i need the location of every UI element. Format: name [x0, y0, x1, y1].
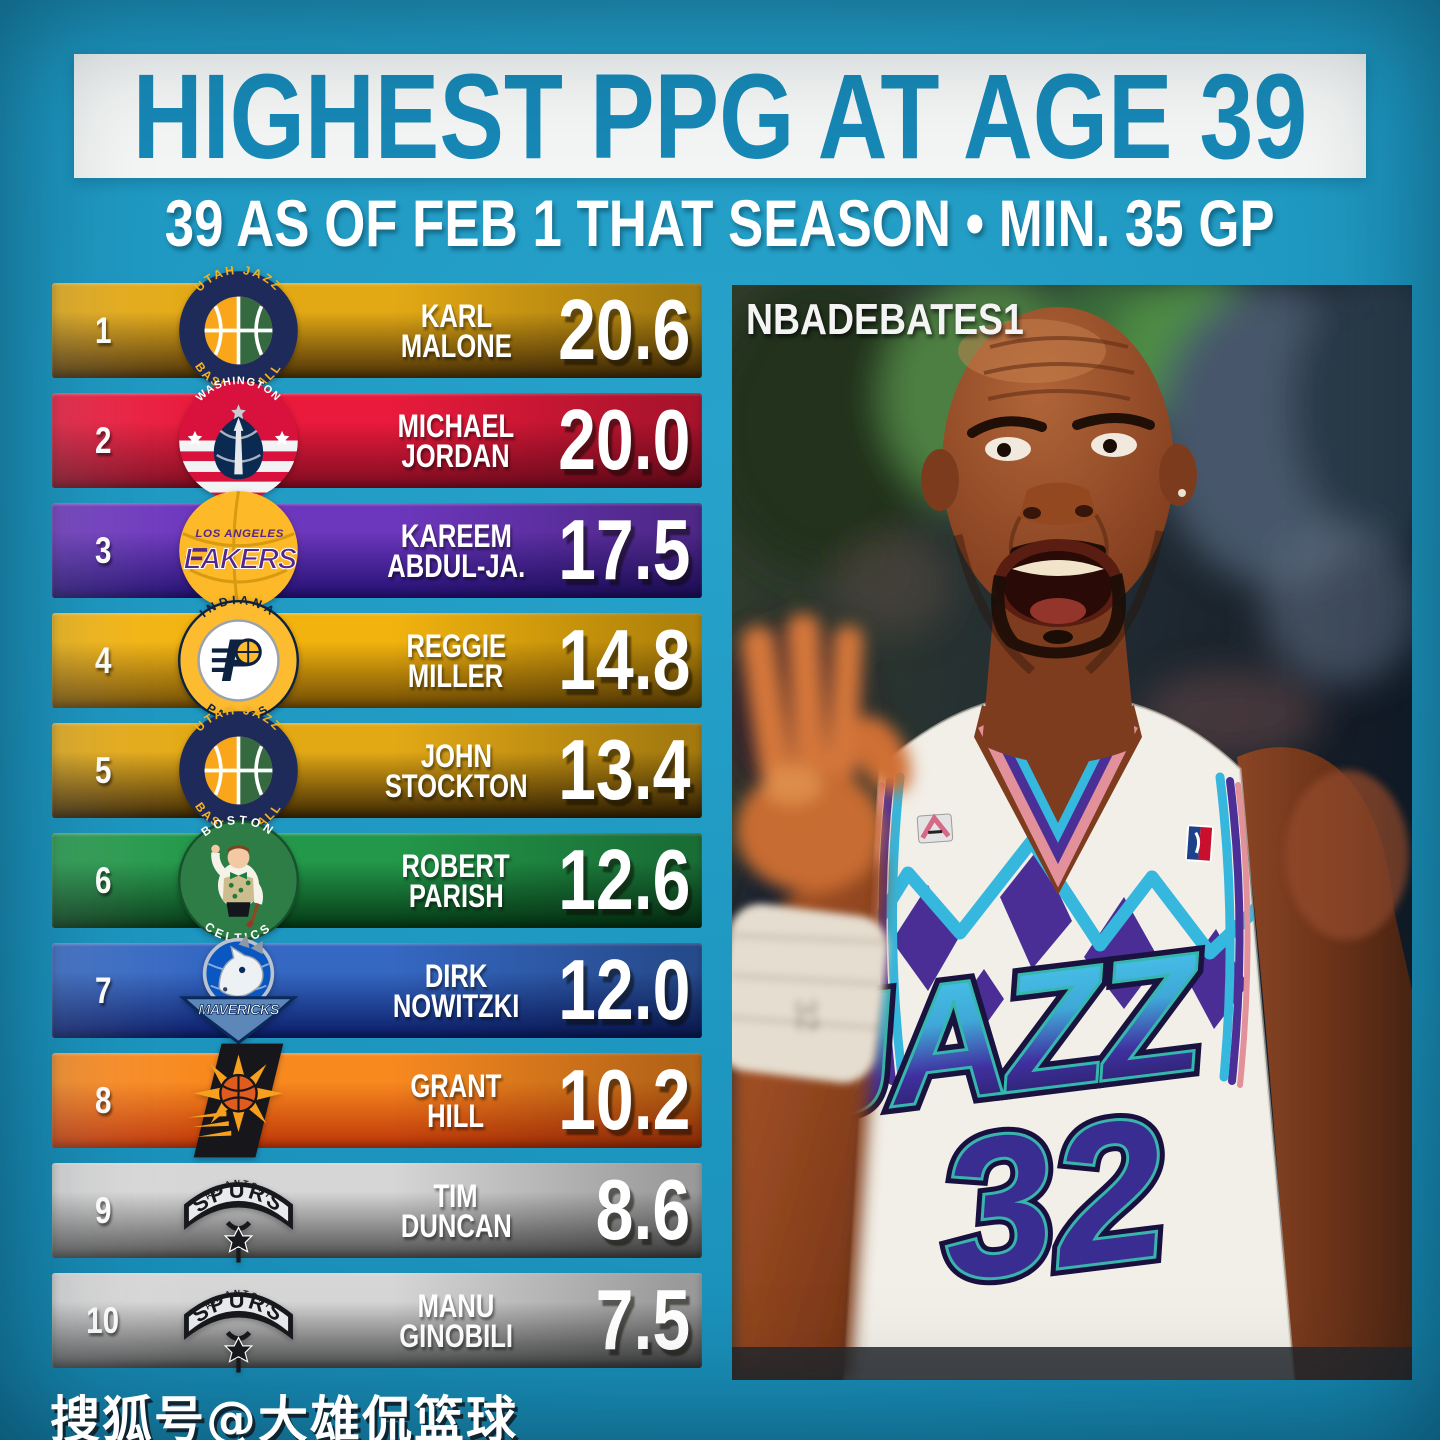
- rank-number: 7: [94, 969, 112, 1011]
- ranking-row-2: 2 WASHINGTON: [52, 375, 702, 500]
- rank-number: 1: [94, 309, 112, 351]
- svg-text:LOS ANGELES: LOS ANGELES: [195, 528, 284, 540]
- right-arm-foreground: 32: [732, 613, 911, 1380]
- rank-number: 8: [94, 1079, 112, 1121]
- svg-text:SPURS: SPURS: [187, 1177, 290, 1217]
- ppg-value: 20.0: [557, 392, 690, 488]
- ranking-row-4: 4 INDIANA PACERS P REGGIE MILLER 14.8: [52, 593, 702, 725]
- player-name: REGGIE MILLER: [406, 627, 506, 694]
- san-antonio-spurs-logo-icon: SAN ANTONIO SPURS: [173, 1142, 299, 1271]
- page-title: HIGHEST PPG AT AGE 39: [132, 47, 1308, 184]
- rank-number: 4: [94, 639, 112, 681]
- player-name: ROBERT PARISH: [401, 847, 511, 914]
- washington-wizards-logo-icon: WASHINGTON: [178, 375, 299, 501]
- rank-number: 3: [94, 529, 112, 571]
- horse-head: [218, 934, 264, 998]
- ranking-row-5: 5 UTAH JAZZ BASKETBALL JOHN STOCKTON: [52, 703, 702, 835]
- player-name: GRANT HILL: [410, 1067, 502, 1134]
- utah-jazz-logo-icon: UTAH JAZZ BASKETBALL: [178, 263, 299, 395]
- ppg-value: 17.5: [557, 502, 690, 598]
- title-banner: HIGHEST PPG AT AGE 39: [74, 54, 1366, 178]
- photo-illustration: JAZZ JAZZ 32 32: [732, 285, 1412, 1380]
- player-name: KARL MALONE: [400, 297, 512, 364]
- karl-malone-photo: JAZZ JAZZ 32 32: [732, 285, 1412, 1380]
- player-name: KAREEM ABDUL-JA.: [387, 517, 525, 584]
- ranking-row-8: 8 GRANT HILL 10.2: [52, 1043, 702, 1158]
- spur-emblem: [223, 1220, 254, 1263]
- rank-number: 9: [94, 1189, 112, 1231]
- ranking-row-9: 9 SAN ANTONIO SPURS TIM DUNCAN: [52, 1142, 702, 1263]
- jersey: [842, 692, 1296, 1380]
- ppg-value: 12.6: [557, 832, 690, 928]
- san-antonio-spurs-logo-icon: SAN ANTONIO SPURS: [173, 1252, 299, 1381]
- indiana-pacers-logo-icon: INDIANA PACERS P: [178, 593, 299, 725]
- ranking-row-10: 10 SAN ANTONIO SPURS MANU GINOBILI: [52, 1252, 702, 1373]
- ppg-value: 10.2: [557, 1052, 690, 1148]
- boston-celtics-logo-icon: BOSTON CELTICS: [178, 813, 299, 945]
- rank-number: 5: [94, 749, 112, 791]
- ranking-row-7: 7 MAVERICKS: [52, 934, 702, 1045]
- svg-text:LAKERS: LAKERS: [184, 544, 298, 576]
- spur-emblem: [223, 1330, 254, 1373]
- chest-patch: [916, 813, 954, 844]
- ppg-value: 13.4: [557, 722, 690, 818]
- jersey-number: 32 32: [921, 1068, 1187, 1331]
- ppg-value: 8.6: [595, 1162, 690, 1258]
- rank-number: 6: [94, 859, 112, 901]
- player-name: MICHAEL JORDAN: [397, 407, 515, 474]
- player-name: DIRK NOWITZKI: [392, 957, 520, 1024]
- leprechaun-figure: [211, 844, 263, 928]
- rank-number: 10: [86, 1299, 120, 1341]
- ppg-value: 7.5: [595, 1272, 690, 1368]
- phoenix-suns-logo-icon: [178, 1040, 299, 1161]
- bottom-watermark: 搜狐号@大雄侃篮球: [50, 1391, 518, 1440]
- dallas-mavericks-logo-icon: MAVERICKS: [178, 930, 299, 1051]
- photo-watermark: NBADEBATES1: [746, 295, 1024, 344]
- ppg-value: 12.0: [557, 942, 690, 1038]
- page-subtitle: 39 AS OF FEB 1 THAT SEASON • MIN. 35 GP: [165, 186, 1275, 260]
- player-name: MANU GINOBILI: [399, 1287, 513, 1354]
- left-arm: [1237, 747, 1412, 1380]
- svg-text:32: 32: [788, 997, 824, 1033]
- head: [921, 307, 1197, 764]
- player-name: JOHN STOCKTON: [384, 737, 528, 804]
- nba-logo-patch: [1184, 824, 1214, 863]
- ppg-value: 20.6: [557, 282, 690, 378]
- svg-text:MAVERICKS: MAVERICKS: [198, 1003, 280, 1019]
- ranking-row-1: 1 UTAH JAZZ BASKETBALL KARL MALONE: [52, 263, 702, 395]
- ranking-row-3: 3 LOS ANGELES LAKERS KAREEM ABDUL-JA.: [52, 490, 702, 611]
- ranking-list: 1 UTAH JAZZ BASKETBALL KARL MALONE: [52, 263, 702, 1383]
- svg-text:SPURS: SPURS: [187, 1287, 290, 1327]
- rank-number: 2: [94, 419, 112, 461]
- ppg-value: 14.8: [557, 612, 690, 708]
- svg-text:32: 32: [929, 1076, 1179, 1323]
- la-lakers-logo-icon: LOS ANGELES LAKERS: [178, 490, 299, 611]
- utah-jazz-logo-icon: UTAH JAZZ BASKETBALL: [178, 703, 299, 835]
- wristband: 32: [732, 903, 889, 1083]
- ranking-row-6: 6 BOSTON CELTICS: [52, 813, 702, 945]
- player-name: TIM DUNCAN: [400, 1177, 512, 1244]
- svg-text:32: 32: [929, 1076, 1179, 1323]
